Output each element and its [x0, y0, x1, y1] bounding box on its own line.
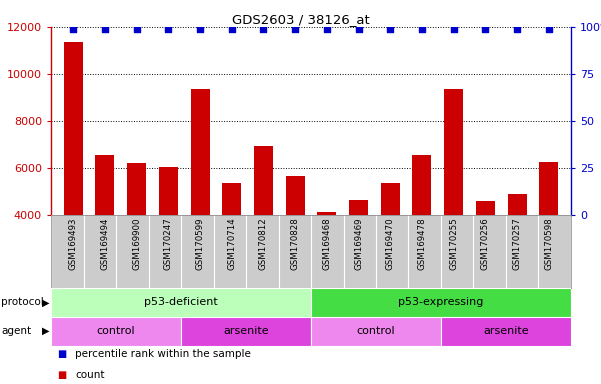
Text: ▶: ▶	[42, 297, 49, 308]
Text: GSM169468: GSM169468	[322, 217, 331, 270]
Text: ▶: ▶	[42, 326, 49, 336]
Point	[354, 26, 364, 32]
Point	[512, 26, 522, 32]
Point	[385, 26, 395, 32]
Point	[290, 26, 300, 32]
Text: GSM170256: GSM170256	[481, 217, 490, 270]
Text: agent: agent	[1, 326, 31, 336]
Point	[132, 26, 141, 32]
Text: GSM169900: GSM169900	[132, 217, 141, 270]
Text: control: control	[356, 326, 395, 336]
Point	[227, 26, 237, 32]
Text: GSM170598: GSM170598	[545, 217, 554, 270]
Text: count: count	[75, 370, 105, 380]
Point	[258, 26, 268, 32]
Bar	[317, 212, 337, 309]
Point	[322, 26, 332, 32]
Text: GSM170828: GSM170828	[291, 217, 300, 270]
Bar	[311, 288, 571, 317]
Bar	[476, 201, 495, 309]
Text: control: control	[97, 326, 135, 336]
Point	[163, 26, 173, 32]
Text: ■: ■	[57, 349, 66, 359]
Point	[195, 26, 205, 32]
Text: GSM170247: GSM170247	[164, 217, 173, 270]
Point	[544, 26, 554, 32]
Bar	[254, 146, 273, 309]
Text: ■: ■	[57, 370, 66, 380]
Bar	[159, 167, 178, 309]
Text: protocol: protocol	[1, 297, 44, 308]
Text: GSM169470: GSM169470	[386, 217, 395, 270]
Bar	[381, 183, 400, 309]
Bar	[311, 317, 441, 346]
Bar	[181, 317, 311, 346]
Point	[417, 26, 427, 32]
Text: arsenite: arsenite	[223, 326, 269, 336]
Bar	[508, 194, 526, 309]
Text: GSM170257: GSM170257	[513, 217, 522, 270]
Text: GSM170714: GSM170714	[227, 217, 236, 270]
Bar	[127, 163, 146, 309]
Bar	[51, 317, 181, 346]
Text: GDS2603 / 38126_at: GDS2603 / 38126_at	[231, 13, 370, 26]
Bar	[444, 89, 463, 309]
Bar	[412, 155, 432, 309]
Bar	[349, 200, 368, 309]
Bar	[64, 42, 83, 309]
Bar	[539, 162, 558, 309]
Point	[481, 26, 490, 32]
Text: GSM169469: GSM169469	[354, 217, 363, 270]
Text: GSM170599: GSM170599	[195, 217, 204, 270]
Bar	[285, 176, 305, 309]
Bar	[191, 89, 210, 309]
Point	[449, 26, 459, 32]
Bar	[222, 183, 241, 309]
Point	[69, 26, 78, 32]
Text: GSM169493: GSM169493	[69, 217, 78, 270]
Bar	[96, 155, 114, 309]
Bar	[51, 288, 311, 317]
Text: p53-deficient: p53-deficient	[144, 297, 218, 308]
Text: arsenite: arsenite	[483, 326, 529, 336]
Text: GSM170255: GSM170255	[449, 217, 458, 270]
Text: GSM169478: GSM169478	[418, 217, 427, 270]
Text: p53-expressing: p53-expressing	[398, 297, 484, 308]
Text: GSM169494: GSM169494	[100, 217, 109, 270]
Point	[100, 26, 110, 32]
Text: percentile rank within the sample: percentile rank within the sample	[75, 349, 251, 359]
Text: GSM170812: GSM170812	[259, 217, 268, 270]
Bar	[441, 317, 571, 346]
